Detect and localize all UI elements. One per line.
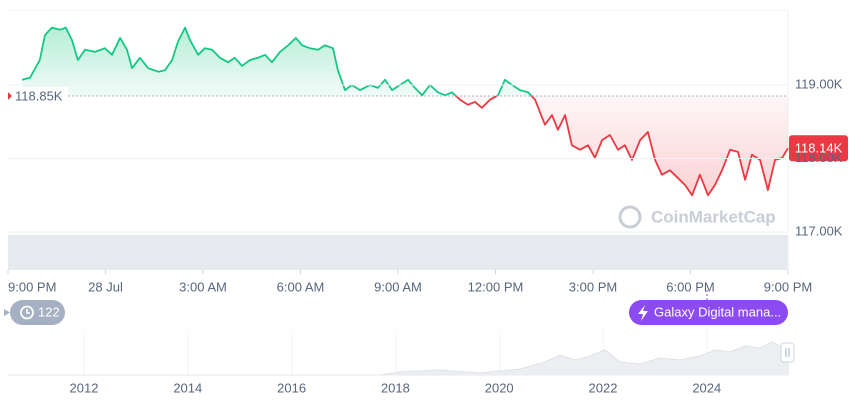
navigator: 2012 2014 2016 2018 2020 2022 2024 [8, 330, 795, 395]
news-title: Galaxy Digital mana... [654, 304, 781, 319]
area-up [21, 27, 788, 97]
navigator-year: 2024 [692, 380, 721, 395]
x-tick-label: 9:00 PM [8, 279, 56, 294]
navigator-area [8, 341, 789, 376]
navigator-year: 2014 [173, 380, 202, 395]
baseline-label-bg [12, 87, 68, 106]
history-icon [20, 305, 34, 320]
x-tick-label: 12:00 PM [468, 279, 524, 294]
navigator-handle[interactable] [780, 342, 795, 363]
line-layer: 118.85K 118.14K [8, 26, 848, 197]
navigator-year: 2022 [589, 380, 618, 395]
event-pill[interactable] [10, 300, 65, 325]
watermark: CoinMarketCap [618, 205, 776, 229]
navigator-year: 2020 [485, 380, 514, 395]
y-tick-label: 117.00K [795, 223, 843, 238]
x-tick-label: 6:00 AM [277, 279, 325, 294]
price-line-up [21, 26, 533, 97]
news-button[interactable]: Galaxy Digital mana... [629, 300, 788, 325]
x-tick-label: 3:00 PM [569, 279, 617, 294]
baseline-label: 118.85K [15, 88, 63, 103]
event-count: 122 [38, 304, 60, 319]
watermark-logo [618, 205, 642, 229]
x-tick-label: 6:00 PM [666, 279, 714, 294]
x-tick-label: 28 Jul [88, 279, 123, 294]
x-tick-label: 9:00 PM [764, 279, 812, 294]
x-tick-label: 9:00 AM [374, 279, 422, 294]
axis-layer: 119.00K 118.00K 117.00K 9:00 PM 28 Jul 3:00 A… [7, 76, 843, 294]
x-tick-label: 3:00 AM [179, 279, 227, 294]
area-down [456, 96, 788, 196]
lightning-icon [638, 305, 648, 321]
news-pill[interactable] [629, 300, 788, 325]
price-line-down [421, 96, 789, 197]
navigator-year: 2018 [381, 380, 410, 395]
volume-strip [8, 235, 788, 270]
area-layer [21, 27, 788, 196]
navigator-year: 2012 [70, 380, 99, 395]
y-tick-label: 118.00K [795, 150, 843, 165]
navigator-year: 2016 [277, 380, 306, 395]
navigator-years: 2012 2014 2016 2018 2020 2022 2024 [70, 380, 722, 395]
last-price-badge [789, 135, 848, 162]
baseline-marker [8, 92, 12, 101]
pill-pointer [4, 309, 10, 316]
watermark-text: CoinMarketCap [651, 207, 776, 226]
event-button[interactable]: 122 [4, 300, 65, 325]
y-tick-label: 119.00K [795, 76, 843, 91]
history-icon-hands [26, 309, 30, 314]
last-price-label: 118.14K [795, 141, 843, 156]
